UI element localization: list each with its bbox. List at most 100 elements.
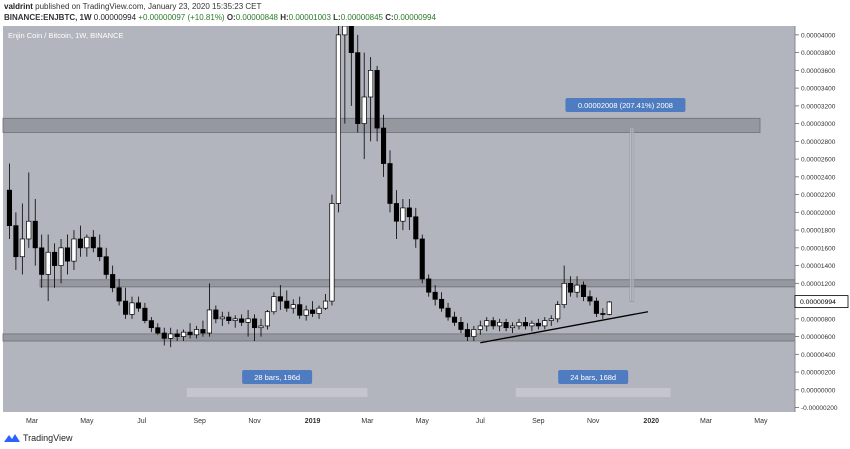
candle-body: [97, 247, 103, 258]
candle: [445, 302, 451, 321]
candle-body: [174, 333, 180, 337]
candle: [335, 26, 341, 213]
candle-body: [535, 322, 541, 327]
candle: [32, 199, 38, 266]
open-value: 0.00000848: [235, 13, 278, 22]
candle: [13, 212, 19, 271]
candle-body: [193, 329, 200, 336]
candle: [90, 230, 96, 253]
candle: [451, 311, 458, 326]
candle: [206, 283, 212, 337]
candle-body: [84, 236, 90, 249]
candle: [381, 114, 387, 177]
y-tick-label: 0.00000200: [801, 370, 836, 377]
candle-body: [555, 304, 561, 320]
candle-body: [252, 318, 258, 329]
candle-body: [142, 307, 148, 321]
candle: [490, 317, 496, 330]
zone-2: [2, 333, 796, 342]
candle: [510, 322, 516, 334]
candle: [135, 296, 142, 312]
candle: [19, 203, 25, 275]
zone-1: [39, 279, 796, 288]
candle-body: [219, 316, 225, 320]
candle: [458, 317, 464, 334]
candle-body: [77, 238, 83, 249]
x-tick-label: May: [754, 418, 768, 425]
candle-body: [522, 322, 529, 327]
candle-body: [451, 316, 458, 323]
candle-body: [181, 331, 187, 337]
x-tick-label: Mar: [26, 418, 39, 425]
candle-body: [26, 220, 32, 240]
candle-body: [574, 284, 580, 293]
support-resistance-zones: [2, 117, 796, 342]
candle: [77, 225, 83, 257]
candle: [555, 301, 561, 323]
candle-body: [277, 296, 283, 302]
candle-body: [168, 333, 174, 339]
candle: [342, 26, 348, 124]
candle-body: [39, 247, 45, 275]
candle-body: [484, 320, 490, 327]
candle: [290, 299, 296, 314]
candle-body: [464, 329, 470, 337]
candle-body: [477, 325, 483, 330]
candle: [329, 194, 335, 306]
candle: [26, 172, 32, 248]
candle: [387, 150, 393, 213]
candle-body: [406, 207, 412, 218]
candle-body: [245, 318, 251, 323]
candle: [393, 190, 400, 239]
candle-body: [400, 207, 406, 222]
candle: [245, 309, 251, 337]
candle-body: [548, 318, 554, 321]
candle-body: [393, 203, 400, 222]
y-tick-label: 0.00002000: [801, 210, 836, 217]
author-name[interactable]: valdrint: [4, 2, 33, 11]
candle-body: [45, 251, 51, 275]
y-tick-label: 0.00001400: [801, 263, 836, 270]
candle: [516, 318, 522, 330]
support-trendline: [480, 311, 649, 344]
range-label-2: 24 bars, 168d: [558, 370, 629, 384]
y-tick-label: 0.00000400: [801, 352, 836, 359]
candle: [548, 315, 554, 326]
candles: [6, 26, 612, 348]
y-tick-label: 0.00001200: [801, 281, 836, 288]
candle-body: [335, 34, 341, 204]
candle-body: [361, 96, 367, 124]
x-tick-label: Nov: [248, 418, 261, 425]
price-chart[interactable]: 0.00002008 (207.41%) 2008 28 bars, 196d 24…: [0, 26, 850, 430]
time-axis[interactable]: [0, 412, 795, 430]
price-axis[interactable]: [795, 26, 850, 430]
candle: [400, 199, 406, 231]
candle-body: [529, 322, 535, 327]
candle: [439, 292, 445, 312]
candle-body: [271, 296, 277, 313]
candle-body: [103, 256, 109, 275]
candle-body: [490, 320, 496, 327]
candle: [348, 26, 354, 106]
candle: [200, 320, 206, 337]
candle: [52, 243, 58, 288]
candle-body: [52, 251, 58, 266]
candle: [297, 296, 303, 319]
time-axis-ticks: Mar May Jul Sep Nov 2019 Mar May Jul Sep Nov 2020 Ma…: [26, 418, 768, 425]
candle: [39, 234, 45, 288]
last-price: 0.00000994: [93, 13, 137, 22]
candle-body: [135, 302, 142, 309]
candle: [116, 278, 122, 306]
candle: [497, 318, 503, 332]
y-tick-label: -0.00000200: [801, 405, 838, 412]
candle-body: [542, 320, 548, 327]
candle-body: [368, 70, 374, 98]
candle: [361, 52, 367, 160]
y-tick-label: 0.00002200: [801, 192, 836, 199]
candle-body: [445, 307, 451, 318]
candle: [155, 323, 161, 335]
tradingview-logo[interactable]: TradingView: [4, 433, 73, 443]
candle: [239, 314, 245, 326]
candle: [148, 317, 154, 333]
price-tag-text: 0.00000994: [800, 299, 836, 306]
